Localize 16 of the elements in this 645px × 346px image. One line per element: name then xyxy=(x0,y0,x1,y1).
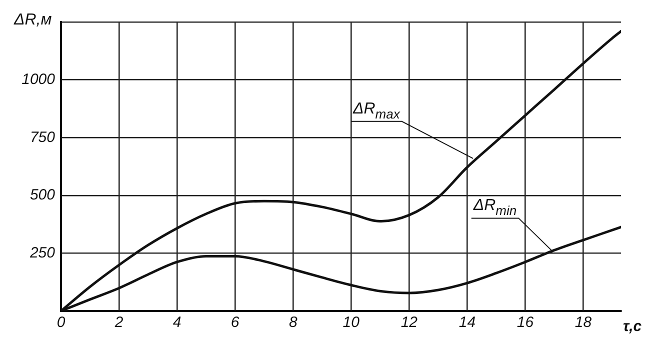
x-axis-title: τ,с xyxy=(623,318,642,336)
x-tick-label: 16 xyxy=(516,314,534,332)
x-tick-label: 0 xyxy=(56,314,66,332)
y-tick-label: 1000 xyxy=(22,70,56,88)
x-tick-label: 6 xyxy=(230,314,240,332)
x-tick-label: 8 xyxy=(288,314,298,332)
y-tick-label: 250 xyxy=(28,244,56,262)
x-tick-label: 2 xyxy=(114,314,124,332)
x-tick-label: 10 xyxy=(342,314,360,332)
y-tick-label: 500 xyxy=(30,186,56,204)
x-tick-label: 12 xyxy=(400,314,418,332)
y-tick-label: 750 xyxy=(30,128,56,146)
x-tick-label: 4 xyxy=(172,314,182,332)
x-tick-label: 18 xyxy=(574,314,592,332)
y-axis-title: ΔR,м xyxy=(13,11,52,28)
x-tick-label: 14 xyxy=(458,314,476,332)
